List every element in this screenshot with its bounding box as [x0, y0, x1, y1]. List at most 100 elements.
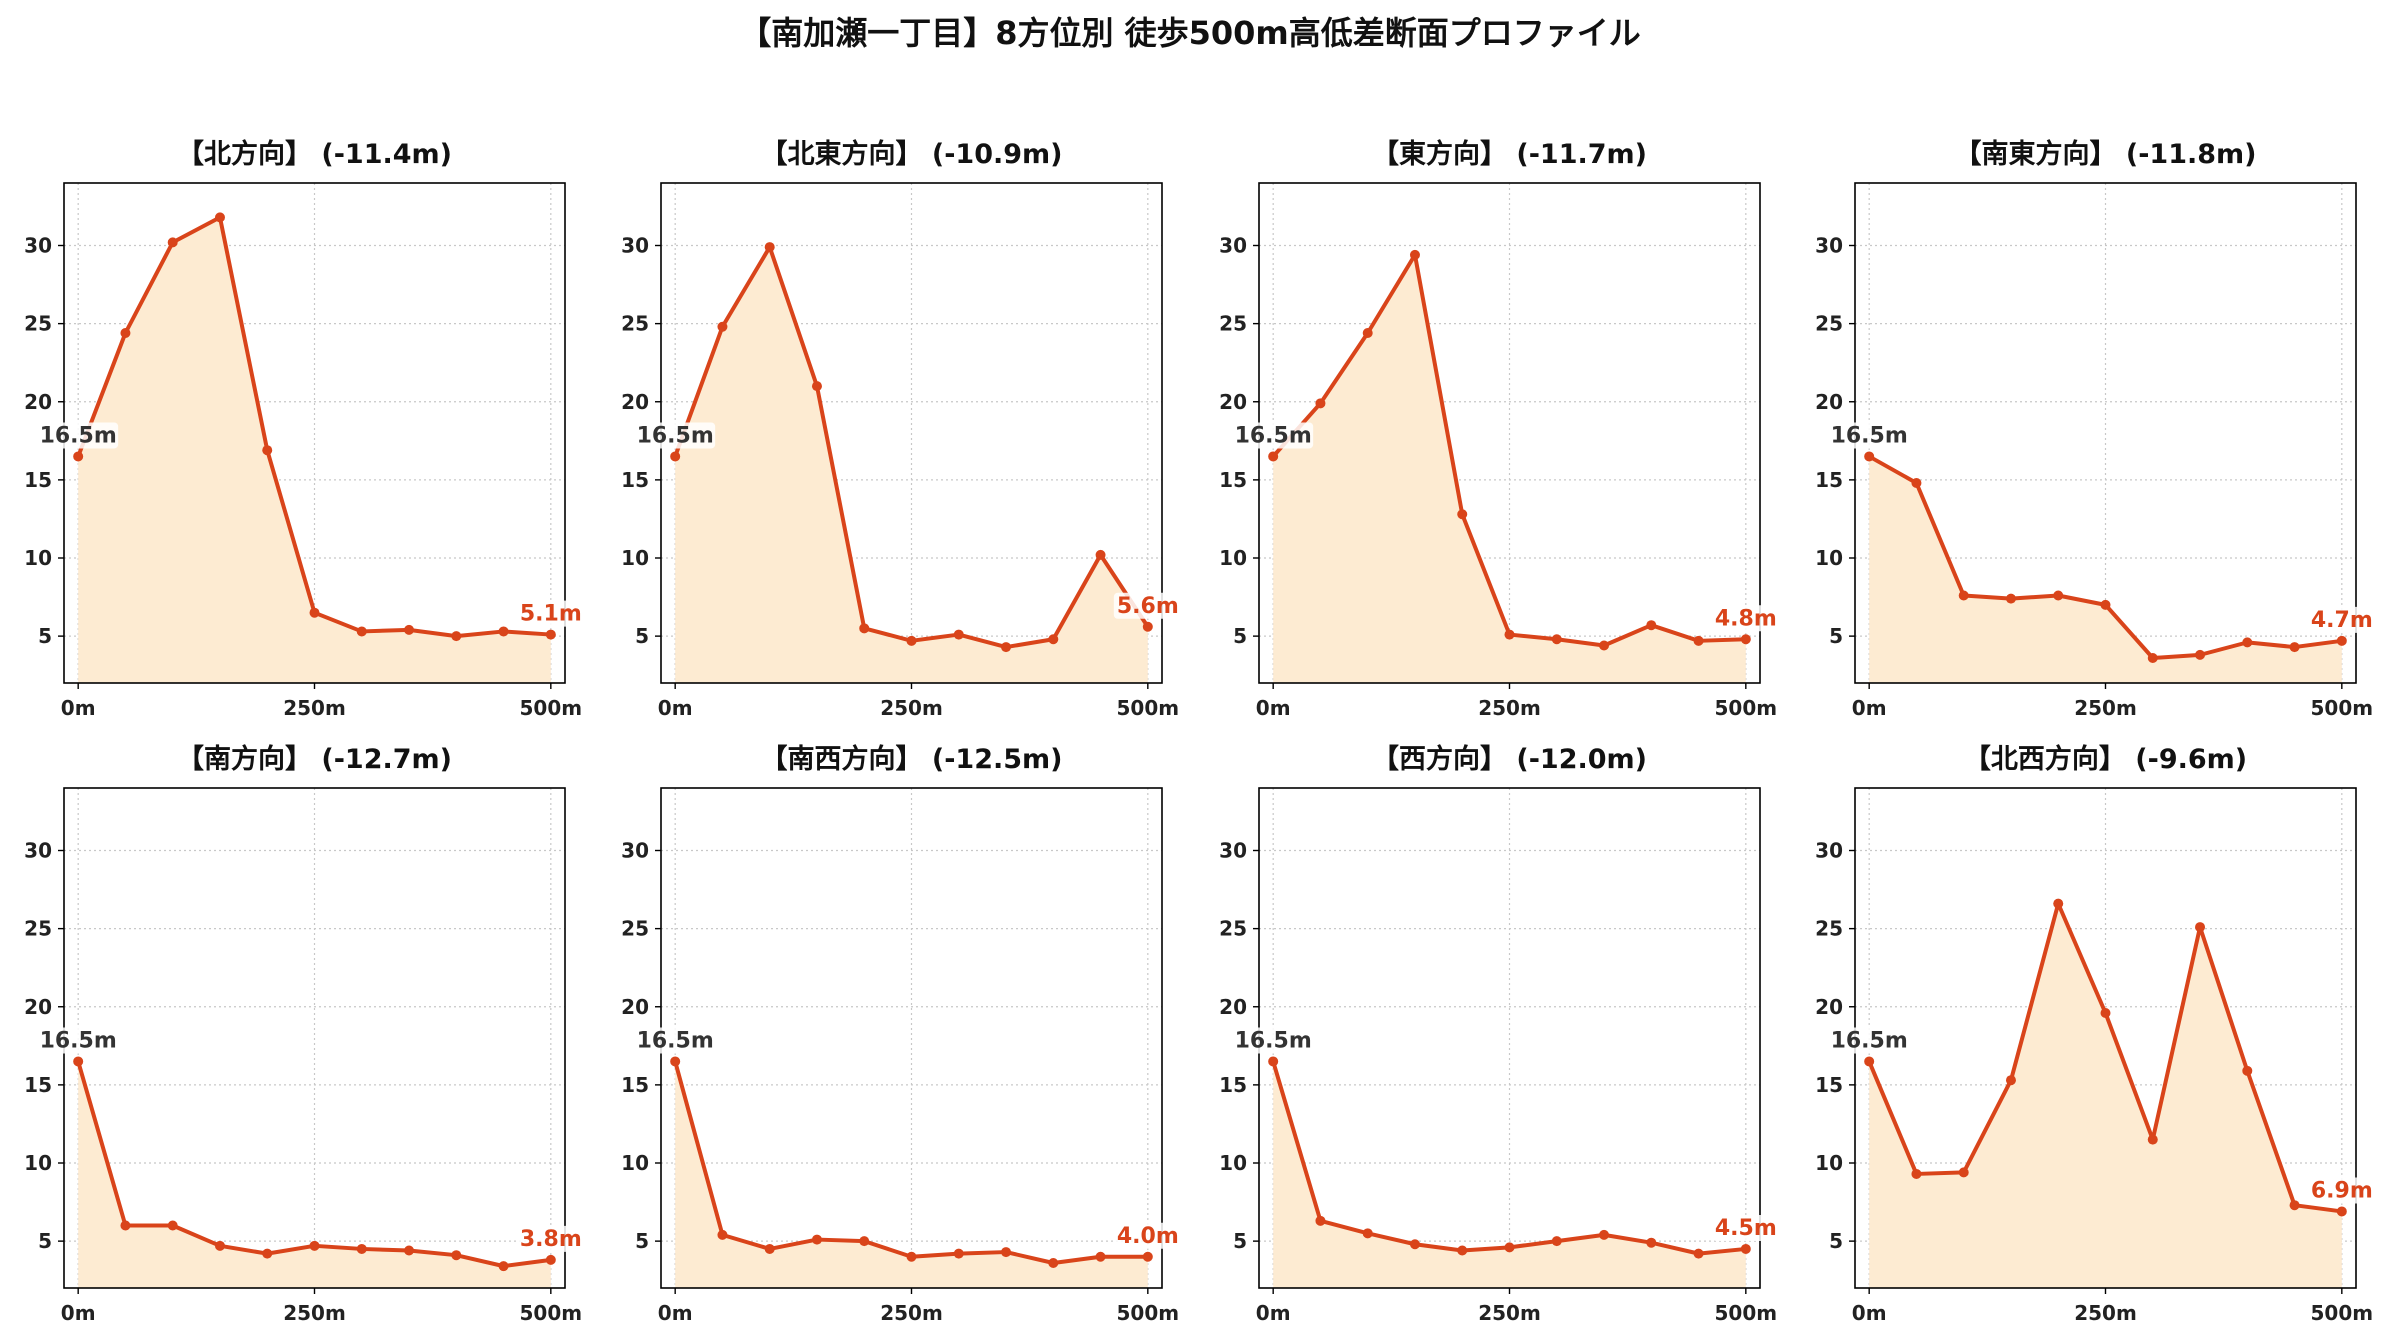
start-label-bg [1829, 422, 1910, 449]
elevation-point [2242, 1065, 2253, 1076]
elevation-panel: 【北東方向】 (-10.9m) 5 10 15 20 25 30 0m 250m 500m 16.5… [621, 138, 1182, 720]
x-tick-label: 500m [520, 1301, 583, 1325]
y-tick-label: 15 [1219, 1073, 1247, 1097]
elevation-point [1693, 1248, 1704, 1259]
elevation-point [451, 1250, 462, 1261]
elevation-point [262, 1248, 273, 1259]
elevation-point [1504, 1242, 1515, 1253]
end-elevation-label: 5.1m [520, 602, 582, 627]
y-tick-label: 10 [24, 1151, 52, 1175]
y-tick-label: 25 [621, 312, 649, 336]
y-tick-label: 15 [1815, 1073, 1843, 1097]
y-tick-label: 5 [1829, 624, 1843, 648]
elevation-point [1864, 1056, 1875, 1067]
x-tick-label: 0m [1256, 1301, 1291, 1325]
elevation-point [1864, 451, 1875, 462]
start-label-bg [1233, 422, 1314, 449]
elevation-point [717, 1229, 728, 1240]
x-tick-label: 500m [1117, 696, 1180, 720]
elevation-point [1268, 1056, 1279, 1067]
elevation-point [1958, 590, 1969, 601]
elevation-area [675, 1061, 1148, 1288]
y-tick-label: 10 [621, 546, 649, 570]
elevation-point [1095, 1251, 1106, 1262]
elevation-point [2053, 590, 2064, 601]
y-tick-label: 20 [24, 390, 52, 414]
elevation-panel: 【北西方向】 (-9.6m) 5 10 15 20 25 30 0m 250m 500m 16.5m… [1815, 743, 2376, 1325]
elevation-panel: 【東方向】 (-11.7m) 5 10 15 20 25 30 0m 250m 500m 16.5m… [1219, 138, 1780, 720]
x-tick-label: 250m [880, 696, 943, 720]
elevation-point [1315, 398, 1326, 409]
elevation-point [214, 212, 225, 223]
elevation-point [859, 1236, 870, 1247]
elevation-point [404, 1245, 415, 1256]
x-tick-label: 500m [1117, 1301, 1180, 1325]
y-tick-label: 20 [1219, 995, 1247, 1019]
elevation-point [498, 626, 509, 637]
panel-title: 【北方向】 (-11.4m) [177, 138, 452, 170]
y-tick-label: 30 [621, 234, 649, 258]
elevation-point [404, 624, 415, 635]
x-tick-label: 0m [658, 696, 693, 720]
elevation-point [2289, 642, 2300, 653]
elevation-panel: 【西方向】 (-12.0m) 5 10 15 20 25 30 0m 250m 500m 16.5m… [1219, 743, 1780, 1325]
y-tick-label: 25 [1815, 917, 1843, 941]
elevation-point [2336, 1206, 2347, 1217]
panel-title: 【北東方向】 (-10.9m) [760, 138, 1062, 170]
elevation-area [78, 217, 551, 683]
elevation-point [811, 381, 822, 392]
elevation-panel: 【南西方向】 (-12.5m) 5 10 15 20 25 30 0m 250m 500m 16.5… [621, 743, 1182, 1325]
elevation-point [167, 237, 178, 248]
elevation-point [2100, 1008, 2111, 1018]
y-tick-label: 20 [1815, 995, 1843, 1019]
elevation-point [309, 607, 320, 618]
start-elevation-label: 16.5m [1235, 423, 1312, 448]
panel-title: 【南西方向】 (-12.5m) [760, 743, 1062, 775]
elevation-point [2195, 922, 2206, 933]
elevation-point [1599, 640, 1610, 651]
x-tick-label: 500m [2311, 696, 2374, 720]
elevation-point [451, 631, 462, 642]
elevation-point [1315, 1215, 1326, 1226]
x-tick-label: 500m [2311, 1301, 2374, 1325]
elevation-point [764, 1243, 775, 1254]
elevation-panel: 【北方向】 (-11.4m) 5 10 15 20 25 30 0m 250m 500m 16.5m… [24, 138, 585, 720]
y-tick-label: 15 [24, 468, 52, 492]
elevation-point [717, 321, 728, 332]
elevation-point [1551, 634, 1562, 645]
start-elevation-label: 16.5m [637, 1028, 714, 1053]
x-tick-label: 250m [283, 696, 346, 720]
elevation-point [1958, 1167, 1969, 1178]
y-tick-label: 10 [1219, 546, 1247, 570]
elevation-point [1599, 1229, 1610, 1240]
elevation-point [1504, 629, 1515, 640]
end-elevation-label: 4.0m [1117, 1224, 1179, 1249]
y-tick-label: 5 [38, 1229, 52, 1253]
elevation-point [120, 1220, 131, 1231]
x-tick-label: 0m [1852, 696, 1887, 720]
elevation-point [2195, 649, 2206, 660]
elevation-point [2005, 593, 2016, 604]
end-label-bg [2307, 1177, 2376, 1204]
y-tick-label: 15 [1219, 468, 1247, 492]
y-tick-label: 30 [1219, 839, 1247, 863]
y-tick-label: 5 [1233, 624, 1247, 648]
end-label-bg [2307, 606, 2376, 633]
y-tick-label: 15 [621, 468, 649, 492]
x-tick-label: 0m [658, 1301, 693, 1325]
elevation-point [2336, 635, 2347, 646]
x-tick-label: 250m [880, 1301, 943, 1325]
start-elevation-label: 16.5m [1235, 1028, 1312, 1053]
elevation-point [1048, 1258, 1059, 1268]
elevation-area [78, 1061, 551, 1288]
end-elevation-label: 4.8m [1715, 606, 1777, 631]
elevation-point [2147, 1134, 2158, 1145]
end-label-bg [1711, 1214, 1780, 1241]
elevation-point [1362, 328, 1373, 338]
y-tick-label: 15 [24, 1073, 52, 1097]
end-elevation-label: 4.5m [1715, 1216, 1777, 1241]
y-tick-label: 10 [1815, 1151, 1843, 1175]
elevation-point [2005, 1075, 2016, 1086]
start-label-bg [38, 1027, 119, 1054]
elevation-point [2053, 898, 2064, 909]
